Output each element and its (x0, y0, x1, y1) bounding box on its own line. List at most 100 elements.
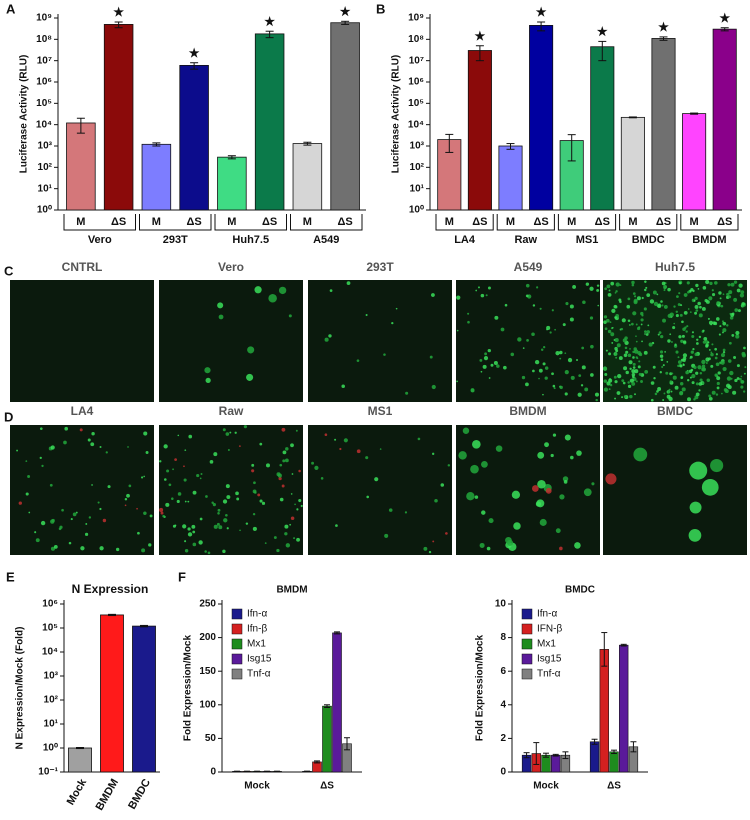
x-tick-label: ΔS (472, 216, 487, 228)
group-bracket (680, 214, 739, 231)
significance-star: ★ (264, 14, 275, 28)
bar (132, 625, 156, 773)
x-tick-label: ΔS (717, 216, 732, 228)
cell (279, 497, 284, 502)
cell (537, 451, 545, 459)
y-tick-label: 10⁵ (36, 98, 52, 109)
cell (486, 546, 491, 551)
cell (281, 484, 285, 488)
cell (99, 507, 102, 511)
cell (510, 352, 515, 357)
x-tick-label: M (152, 216, 161, 228)
x-tick-label: ΔS (187, 216, 202, 228)
micrograph (308, 425, 452, 555)
cell (691, 381, 695, 385)
cell (633, 349, 639, 354)
cell (538, 368, 543, 373)
cell (284, 458, 289, 463)
cell (718, 333, 721, 336)
cell (652, 365, 656, 369)
cell (638, 360, 641, 363)
cell (536, 499, 545, 508)
cell (549, 331, 552, 334)
y-axis-label: N Expression/Mock (Fold) (15, 627, 26, 750)
cell (708, 320, 713, 325)
cell (677, 364, 680, 368)
cell (659, 350, 664, 354)
cell (682, 340, 687, 344)
group-bracket (139, 214, 212, 231)
x-tick-label: Mock (244, 781, 270, 792)
cell (531, 332, 535, 337)
cell (531, 485, 539, 492)
y-tick-label: 10¹ (44, 719, 59, 730)
cell (204, 367, 211, 374)
cell (632, 311, 637, 316)
cell (706, 378, 711, 382)
image-label: Huh7.5 (655, 260, 695, 274)
micrograph (10, 280, 154, 402)
cell (481, 460, 488, 468)
cell (663, 392, 666, 395)
cell (674, 343, 677, 346)
panel-letter: A (6, 1, 16, 16)
cell (456, 380, 458, 383)
cell (732, 390, 737, 395)
cell (689, 289, 692, 293)
cell (671, 372, 674, 375)
cell (559, 494, 565, 500)
bar (619, 644, 629, 773)
cell (536, 286, 539, 289)
cell (677, 303, 681, 306)
cell (702, 329, 705, 332)
cell (434, 498, 438, 503)
cell (663, 304, 668, 309)
image-label: MS1 (368, 404, 393, 418)
cell (739, 293, 745, 298)
cell (673, 322, 676, 325)
cell (687, 308, 690, 310)
cell (405, 391, 409, 395)
cell (649, 299, 655, 304)
group-label: MS1 (576, 234, 599, 246)
bar (254, 33, 285, 211)
cell (72, 512, 77, 517)
cell (709, 281, 713, 286)
legend-label: Tnf-α (247, 669, 271, 680)
cell (613, 375, 617, 379)
cell (268, 293, 277, 303)
cell (429, 355, 433, 359)
cell (638, 326, 641, 329)
cell (192, 490, 197, 495)
cell (99, 446, 102, 449)
cell (225, 484, 230, 489)
cell (296, 537, 300, 542)
cell (431, 452, 435, 456)
cell (247, 346, 255, 354)
cell (124, 504, 127, 507)
cell (624, 336, 628, 340)
cell (701, 382, 705, 385)
cell (615, 349, 619, 353)
cell (39, 456, 42, 460)
cell (641, 296, 644, 300)
cell (714, 347, 717, 351)
cell (356, 449, 361, 454)
cell (225, 514, 228, 517)
bar (322, 705, 332, 773)
cell (693, 398, 696, 401)
cell (701, 359, 706, 365)
cell (143, 431, 148, 436)
bar (609, 751, 619, 773)
x-tick-label: ΔS (607, 781, 621, 792)
y-tick-label: 10 (495, 599, 507, 610)
cell (245, 522, 249, 525)
group-label: 293T (163, 234, 188, 246)
cell (87, 438, 91, 442)
y-tick-label: 10⁰ (43, 743, 58, 754)
cell (695, 309, 699, 312)
cell (703, 337, 708, 341)
legend-label: Ifn-α (537, 609, 557, 620)
cell (672, 375, 677, 380)
cell (720, 304, 724, 308)
